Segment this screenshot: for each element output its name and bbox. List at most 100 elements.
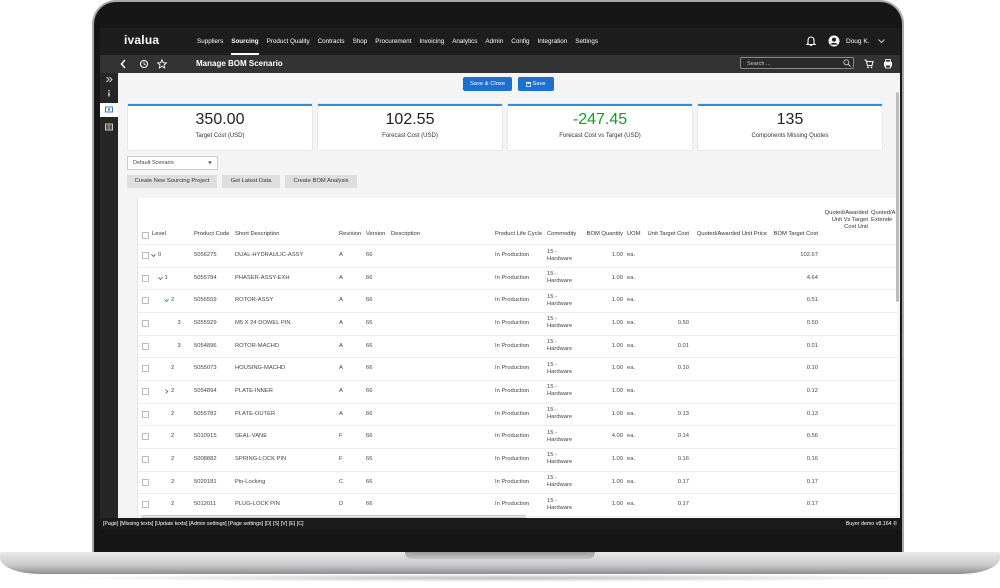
menu-item[interactable]: Suppliers	[197, 38, 224, 45]
search-box[interactable]: Search ...	[740, 57, 854, 69]
table-cell: 66	[366, 478, 373, 485]
expander-icon[interactable]	[164, 389, 169, 394]
user-name[interactable]: Doug K.	[846, 38, 870, 45]
menu-item[interactable]: Analytics	[452, 38, 478, 45]
column-header[interactable]: Quoted/Awarded Unit Price	[696, 231, 767, 237]
user-icon[interactable]	[828, 35, 840, 47]
row-checkbox[interactable]	[142, 365, 149, 373]
menu-item[interactable]: Invoicing	[419, 38, 445, 45]
level-cell: 2	[171, 433, 175, 440]
column-header[interactable]: Version	[366, 231, 386, 237]
scenario-select[interactable]: Default Scenario	[127, 156, 218, 170]
table-cell: In Production	[495, 252, 530, 258]
table-cell: 1.00	[611, 274, 623, 281]
table-cell: HOUSING-MACHD	[235, 365, 286, 372]
laptop-shadow	[60, 574, 940, 582]
select-caret	[208, 161, 212, 164]
bom-analysis-button[interactable]: Create BOM Analysis	[285, 175, 357, 188]
table-cell: ea.	[627, 433, 636, 440]
menu-item[interactable]: Shop	[352, 38, 368, 45]
column-header[interactable]: UOM	[627, 231, 641, 237]
bell-icon[interactable]	[806, 36, 816, 47]
row-checkbox[interactable]	[142, 297, 149, 305]
table-cell: 66	[366, 501, 373, 508]
table-cell: 66	[366, 297, 373, 304]
expander-icon[interactable]	[151, 253, 156, 258]
row-line	[138, 266, 898, 268]
kpi-value: 350.00	[195, 111, 245, 128]
table-cell: 5055929	[194, 319, 217, 326]
menu-item[interactable]: Contracts	[317, 38, 345, 45]
cart-print-icons[interactable]	[864, 59, 894, 69]
row-checkbox[interactable]	[142, 342, 149, 350]
save-button[interactable]: Save	[518, 77, 554, 91]
chevron-icon[interactable]	[878, 39, 885, 44]
row-checkbox[interactable]	[142, 319, 149, 327]
sidebar-icons[interactable]	[100, 73, 118, 173]
expander-icon[interactable]	[157, 276, 163, 281]
menu-item[interactable]: Config	[511, 38, 530, 45]
bom-table: Level Product Code Short Description Revisi…	[137, 198, 898, 518]
row-checkbox[interactable]	[142, 274, 149, 282]
menu-item[interactable]: Admin	[485, 38, 504, 45]
table-cell: 0.17	[806, 501, 818, 508]
table-cell: ea.	[627, 478, 636, 485]
menu-item[interactable]: Settings	[575, 38, 599, 45]
table-cell: A	[339, 342, 343, 349]
column-header[interactable]: Commodity	[547, 231, 577, 237]
row-checkbox[interactable]	[142, 501, 149, 509]
column-header[interactable]: Product Life Cycle	[495, 231, 543, 237]
get-data-button[interactable]: Get Latest Data	[222, 175, 280, 188]
table-cell: 66	[366, 319, 373, 326]
create-sourcing-button[interactable]: Create New Sourcing Project	[127, 175, 217, 188]
admin-links[interactable]: [Page] [Missing texts] [Update texts] [A…	[103, 521, 304, 527]
v-scrollbar[interactable]	[896, 92, 899, 302]
table-cell: 1.00	[611, 252, 623, 258]
search-icon[interactable]	[843, 59, 851, 67]
table-cell: F	[339, 455, 343, 462]
column-header[interactable]: Product Code	[194, 231, 230, 237]
column-header[interactable]: Level	[152, 231, 166, 237]
row-checkbox[interactable]	[142, 387, 149, 395]
laptop-base	[0, 552, 1000, 574]
column-header[interactable]: Quoted/Awarded Unit Vs Target Cost Unit	[824, 210, 868, 230]
row-checkbox[interactable]	[142, 252, 149, 259]
logo[interactable]: ivalua	[124, 33, 160, 47]
header-checkbox[interactable]	[142, 232, 149, 239]
table-cell: 0.17	[677, 501, 689, 508]
menu-item[interactable]: Product Quality	[266, 38, 310, 45]
column-header[interactable]: Short Description	[235, 231, 280, 237]
save-close-button[interactable]: Save & Close	[463, 77, 512, 91]
table-cell: PLUG-LOCK PIN	[235, 501, 280, 508]
column-header[interactable]: Revision	[339, 231, 362, 237]
table-cell: 15 - Hardware	[547, 316, 573, 330]
expander-icon[interactable]	[164, 298, 169, 303]
kpi-card: 350.00 Target Cost (USD)	[128, 104, 312, 150]
table-cell: ROTOR-MACHD	[235, 342, 280, 349]
row-checkbox[interactable]	[142, 410, 149, 418]
table-cell: In Production	[495, 410, 530, 417]
table-cell: In Production	[495, 274, 530, 281]
row-checkbox[interactable]	[142, 433, 149, 441]
column-header[interactable]: Unit Target Cost	[647, 231, 689, 237]
table-cell: 0.12	[806, 387, 818, 394]
row-line	[138, 289, 898, 291]
menu-item[interactable]: Integration	[537, 38, 568, 45]
column-header[interactable]: Quoted/A Extende	[871, 210, 896, 223]
menu-item[interactable]: Procurement	[375, 38, 412, 45]
table-cell: 66	[366, 387, 373, 394]
table-cell: 1.00	[611, 342, 623, 349]
save-icon	[526, 82, 531, 87]
row-line	[138, 334, 898, 336]
row-checkbox[interactable]	[142, 455, 149, 463]
row-checkbox[interactable]	[142, 478, 149, 486]
menu-item[interactable]: Sourcing	[231, 28, 259, 55]
toolbar-icons[interactable]	[120, 59, 180, 69]
table-cell: 0.16	[806, 455, 818, 462]
table-cell: 0.17	[677, 478, 689, 485]
table-cell: 1.00	[611, 501, 623, 508]
column-header[interactable]: Description	[391, 231, 420, 237]
column-header[interactable]: BOM Quantity	[586, 231, 623, 237]
column-header[interactable]: BOM Target Cost	[773, 231, 818, 237]
